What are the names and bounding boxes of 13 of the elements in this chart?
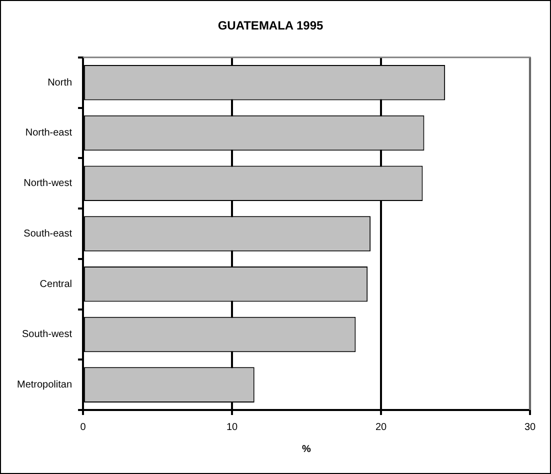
y-tick-label: Metropolitan bbox=[17, 380, 72, 391]
y-tick-label: Central bbox=[40, 278, 72, 290]
x-tick-label: 30 bbox=[524, 422, 536, 433]
y-tick-label: South-west bbox=[22, 329, 72, 340]
chart-title: GUATEMALA 1995 bbox=[218, 18, 324, 33]
y-tick-label: North bbox=[48, 77, 72, 88]
y-tick-label: South-east bbox=[24, 228, 72, 240]
x-tick-label: 10 bbox=[226, 422, 238, 433]
y-tick-label: North-east bbox=[25, 128, 72, 139]
x-tick-label: 20 bbox=[375, 422, 388, 433]
x-axis-title: % bbox=[302, 444, 312, 455]
y-tick-label: North-west bbox=[24, 178, 72, 190]
x-tick-label: 0 bbox=[80, 422, 86, 433]
